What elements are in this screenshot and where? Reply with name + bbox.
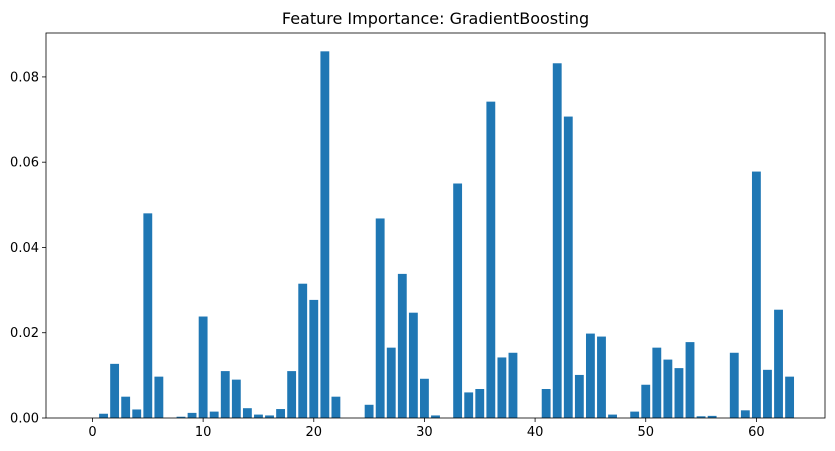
bar-feature-60 (751, 171, 761, 418)
bar-feature-42 (552, 63, 562, 419)
bar-feature-16 (265, 415, 274, 418)
bar-feature-27 (386, 347, 396, 418)
bar-feature-6 (154, 376, 164, 418)
bar-feature-62 (774, 309, 783, 418)
bar-feature-25 (364, 404, 374, 418)
bar-feature-9 (187, 412, 197, 418)
bar-feature-55 (696, 416, 706, 418)
bar-feature-17 (276, 409, 286, 418)
bar-feature-26 (375, 218, 385, 418)
bar-feature-46 (597, 336, 606, 418)
bar-feature-14 (242, 408, 252, 418)
bar-feature-47 (608, 414, 617, 418)
bar-feature-45 (585, 333, 595, 418)
x-tick-label: 0 (88, 425, 96, 440)
y-tick-label: 0.04 (10, 241, 39, 256)
bar-feature-63 (785, 376, 795, 418)
bar-feature-37 (497, 357, 507, 418)
y-tick-label: 0.02 (10, 326, 39, 341)
bar-feature-59 (740, 410, 750, 418)
bar-feature-12 (220, 371, 230, 418)
bar-feature-11 (209, 411, 219, 418)
bar-feature-31 (431, 415, 440, 418)
bar-feature-22 (331, 396, 341, 418)
x-tick-label: 30 (416, 425, 433, 440)
y-tick-label: 0.08 (10, 70, 39, 85)
bar-feature-52 (663, 359, 673, 418)
bar-feature-50 (641, 384, 651, 418)
bar-feature-54 (685, 342, 695, 418)
bar-feature-51 (652, 347, 662, 418)
x-tick-label: 10 (195, 425, 212, 440)
bar-feature-35 (475, 389, 485, 418)
bar-feature-30 (420, 378, 429, 418)
bar-feature-5 (143, 213, 153, 418)
chart-title: Feature Importance: GradientBoosting (282, 9, 589, 28)
x-tick-label: 50 (637, 425, 654, 440)
plot-frame (45, 32, 826, 419)
bar-feature-36 (486, 101, 496, 419)
x-tick-label: 40 (527, 425, 544, 440)
bar-feature-41 (541, 389, 551, 418)
bar-feature-34 (464, 392, 474, 418)
y-tick-label: 0.06 (10, 156, 39, 171)
bar-feature-13 (231, 379, 241, 418)
bar-feature-28 (397, 273, 407, 418)
bar-feature-18 (287, 371, 297, 418)
y-tick-label: 0.00 (10, 412, 39, 427)
bar-feature-4 (132, 409, 142, 418)
bar-feature-56 (707, 415, 717, 418)
bar-feature-33 (453, 183, 463, 418)
bar-feature-21 (320, 51, 330, 418)
bar-feature-29 (408, 312, 418, 418)
bar-feature-19 (298, 283, 308, 418)
x-axis: 0 10 20 30 40 50 60 (88, 418, 765, 440)
bar-feature-44 (574, 374, 584, 418)
bar-feature-43 (563, 116, 573, 419)
bar-feature-38 (508, 352, 518, 418)
bar-feature-1 (99, 413, 108, 418)
bar-feature-8 (176, 416, 186, 418)
x-tick-label: 60 (748, 425, 765, 440)
bar-feature-53 (674, 368, 684, 418)
x-tick-label: 20 (306, 425, 323, 440)
bar-feature-2 (110, 363, 120, 418)
bar-series (99, 51, 795, 419)
bar-feature-58 (729, 352, 739, 418)
bar-feature-61 (763, 369, 772, 418)
y-axis: 0.00 0.02 0.04 0.06 0.08 (10, 70, 46, 427)
bar-feature-10 (198, 316, 208, 418)
bar-feature-15 (254, 414, 263, 418)
bar-feature-49 (630, 411, 640, 418)
bar-feature-20 (309, 299, 319, 418)
bar-feature-3 (121, 396, 131, 418)
